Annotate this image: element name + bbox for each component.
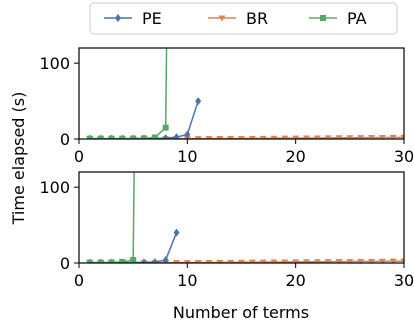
- axes: 0 100 0 10 20 30: [39, 171, 414, 290]
- axes: 0 100 0 10 20 30: [39, 47, 414, 166]
- x-tick-label: 30: [394, 271, 414, 290]
- legend-label: PE: [142, 9, 162, 28]
- data-point: [130, 135, 137, 139]
- data-point: [173, 228, 180, 237]
- data-point: [259, 135, 267, 139]
- data-point: [183, 260, 191, 263]
- data-point: [162, 124, 169, 131]
- y-tick-label: 100: [39, 178, 70, 197]
- data-point: [194, 136, 202, 139]
- data-point: [270, 259, 278, 263]
- legend-marker: [218, 15, 226, 22]
- data-point: [151, 258, 158, 263]
- data-point: [119, 258, 126, 263]
- data-point: [281, 135, 289, 139]
- legend-label: PA: [347, 9, 367, 28]
- legend-marker: [115, 14, 121, 22]
- data-point: [216, 136, 224, 139]
- data-point: [238, 259, 245, 263]
- y-tick-label: 0: [60, 254, 70, 273]
- data-point: [162, 255, 169, 263]
- x-tick-label: 10: [177, 147, 197, 166]
- data-point: [151, 134, 158, 139]
- axes-frame: [78, 171, 405, 264]
- data-point: [205, 259, 213, 263]
- x-tick-label: 0: [74, 147, 84, 166]
- plot-area: [79, 48, 404, 139]
- data-point: [216, 259, 224, 263]
- y-tick-label: 100: [39, 54, 70, 73]
- legend-entry-br: BR: [208, 9, 268, 28]
- data-point: [97, 135, 104, 139]
- data-point: [86, 259, 93, 263]
- legend-label: BR: [246, 9, 268, 28]
- data-point: [86, 135, 93, 139]
- data-point: [173, 133, 180, 139]
- data-point: [324, 259, 332, 263]
- x-tick-label: 0: [74, 271, 84, 290]
- x-tick-label: 30: [394, 147, 414, 166]
- data-point: [194, 260, 202, 263]
- data-point: [324, 135, 332, 139]
- data-point: [368, 258, 375, 263]
- y-axis-label: Time elapsed (s): [9, 92, 28, 226]
- data-point: [292, 135, 300, 139]
- data-point: [141, 258, 147, 263]
- data-point: [400, 258, 404, 263]
- data-point: [346, 258, 354, 263]
- data-point: [259, 259, 267, 263]
- data-point: [227, 135, 235, 139]
- data-point: [108, 135, 115, 139]
- x-tick-label: 10: [177, 271, 197, 290]
- x-axis-label: Number of terms: [173, 303, 309, 322]
- legend-entry-pa: PA: [309, 9, 367, 28]
- x-tick-label: 20: [285, 147, 305, 166]
- plot-area: [79, 172, 404, 263]
- data-point: [205, 136, 213, 139]
- data-point: [238, 135, 245, 139]
- data-point: [141, 135, 147, 139]
- panel-top: 0 100 0 10 20 30: [39, 47, 414, 166]
- data-point: [378, 134, 386, 139]
- data-point: [195, 97, 202, 106]
- data-point: [248, 135, 256, 139]
- data-point: [227, 259, 235, 263]
- data-point: [281, 259, 289, 263]
- data-point: [303, 259, 310, 263]
- data-point: [130, 256, 137, 263]
- legend-entry-pe: PE: [104, 9, 162, 28]
- y-tick-label: 0: [60, 130, 70, 149]
- data-point: [119, 135, 126, 139]
- data-point: [389, 134, 397, 139]
- data-point: [378, 258, 386, 263]
- x-tick-label: 20: [285, 271, 305, 290]
- legend-frame: [89, 2, 398, 35]
- data-point: [313, 259, 321, 263]
- data-point: [400, 134, 404, 139]
- data-point: [108, 259, 115, 263]
- panel-bottom: 0 100 0 10 20 30: [39, 171, 414, 290]
- axes-frame: [78, 47, 405, 140]
- data-point: [162, 134, 169, 139]
- legend-marker: [320, 15, 326, 21]
- data-point: [357, 258, 365, 263]
- data-point: [357, 135, 365, 139]
- data-point: [184, 130, 191, 139]
- data-point: [248, 259, 256, 263]
- data-point: [368, 135, 375, 139]
- data-point: [173, 260, 180, 263]
- data-point: [335, 259, 343, 263]
- legend: PE BR PA: [89, 2, 398, 35]
- data-point: [389, 258, 397, 263]
- data-point: [270, 135, 278, 139]
- data-point: [97, 259, 104, 263]
- data-point: [303, 135, 310, 139]
- data-point: [335, 135, 343, 139]
- data-point: [292, 259, 300, 263]
- data-point: [346, 135, 354, 139]
- data-point: [313, 135, 321, 139]
